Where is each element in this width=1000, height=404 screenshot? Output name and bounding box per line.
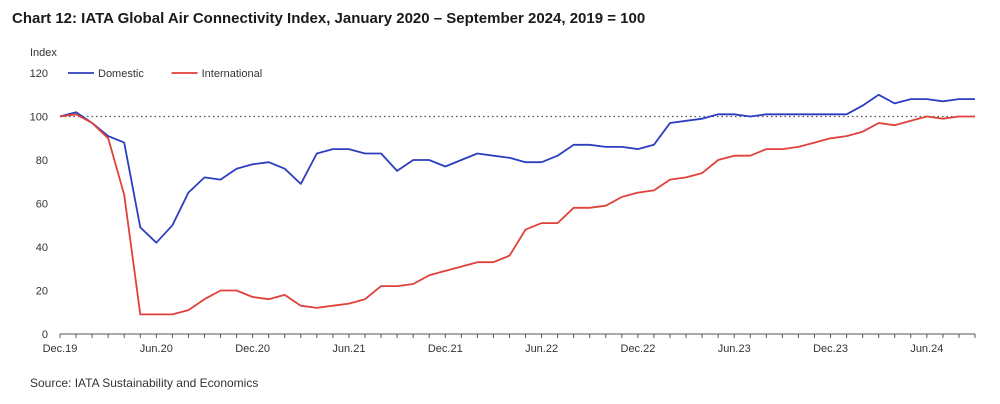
legend-label-domestic: Domestic <box>98 68 144 80</box>
legend: Domestic International <box>68 68 262 80</box>
y-tick-label: 80 <box>36 155 48 167</box>
series-line-domestic <box>59 93 975 244</box>
y-tick-label: 100 <box>30 112 48 124</box>
x-tick-label: Jun.22 <box>525 343 558 355</box>
x-tick-label: Dec.19 <box>43 343 78 355</box>
y-tick-label: 60 <box>36 199 48 211</box>
legend-label-international: International <box>202 68 263 80</box>
x-tick-label: Dec.20 <box>235 343 270 355</box>
series-line-international <box>59 113 975 316</box>
y-axis: Index 0 20 40 60 80 100 120 <box>30 47 58 341</box>
x-tick-label: Dec.21 <box>428 343 463 355</box>
x-tick-label: Jun.20 <box>140 343 173 355</box>
x-axis: Dec.19 Jun.20 Dec.20 Jun.21 Dec.21 Jun.22 Dec.… <box>43 333 976 355</box>
x-tick-label: Jun.21 <box>332 343 365 355</box>
x-tick-label: Dec.22 <box>620 343 655 355</box>
y-tick-label: 40 <box>36 242 48 254</box>
x-tick-label: Dec.23 <box>813 343 848 355</box>
x-tick-label: Jun.23 <box>718 343 751 355</box>
chart-title: Chart 12: IATA Global Air Connectivity I… <box>12 10 646 27</box>
y-tick-label: 0 <box>42 329 48 341</box>
y-tick-label: 20 <box>36 286 48 298</box>
y-axis-label: Index <box>30 47 57 59</box>
x-tick-label: Jun.24 <box>910 343 943 355</box>
y-tick-label: 120 <box>30 68 48 80</box>
source-note: Source: IATA Sustainability and Economic… <box>30 376 259 390</box>
series-lines <box>59 93 975 316</box>
